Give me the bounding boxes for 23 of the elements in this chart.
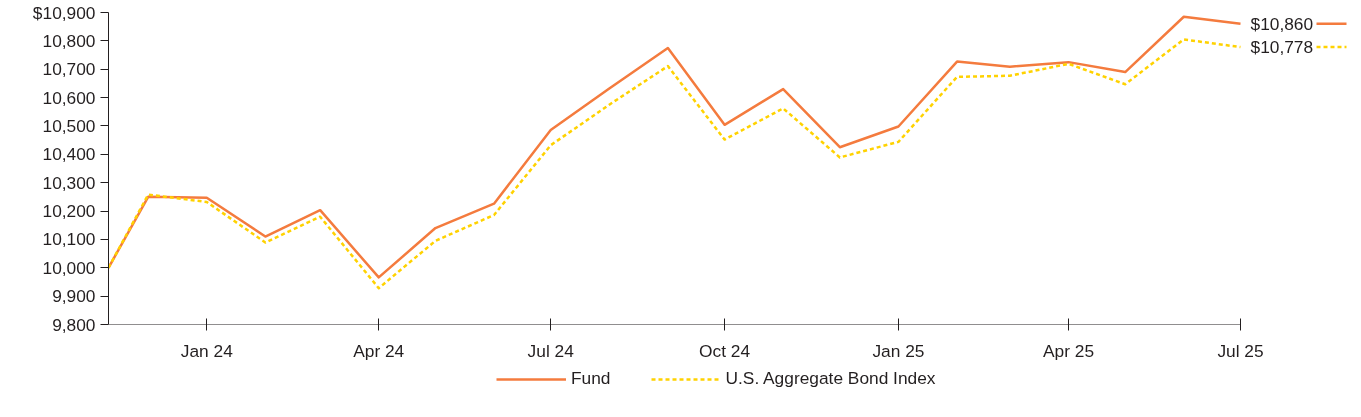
y-tick-label: 10,600 [42, 87, 96, 108]
legend-label: U.S. Aggregate Bond Index [725, 368, 936, 389]
x-tick-label: Jul 25 [1217, 340, 1264, 361]
y-tick-label: 10,300 [42, 172, 96, 193]
y-tick-label: 9,800 [52, 314, 96, 335]
legend-label: Fund [571, 368, 611, 389]
y-tick-label: 10,200 [42, 201, 96, 222]
x-tick-label: Jan 24 [180, 340, 234, 361]
annotation: $10,860 [1250, 13, 1314, 34]
x-tick-label: Jul 24 [527, 340, 575, 361]
x-tick-label: Jan 25 [872, 340, 925, 361]
y-tick-label: 10,800 [42, 30, 96, 51]
y-tick-label: 9,900 [52, 286, 96, 307]
x-tick-label: Apr 25 [1043, 340, 1095, 361]
y-tick-label: 10,100 [42, 229, 96, 250]
annotation: $10,778 [1250, 37, 1314, 58]
y-tick-label: 10,400 [42, 144, 96, 165]
y-tick-label: 10,000 [42, 257, 96, 278]
x-tick-label: Apr 24 [353, 340, 405, 361]
y-tick-label: 10,700 [42, 59, 96, 80]
y-tick-label: 10,500 [42, 115, 96, 136]
x-tick-label: Oct 24 [699, 340, 751, 361]
y-tick-label: $10,900 [32, 2, 96, 23]
